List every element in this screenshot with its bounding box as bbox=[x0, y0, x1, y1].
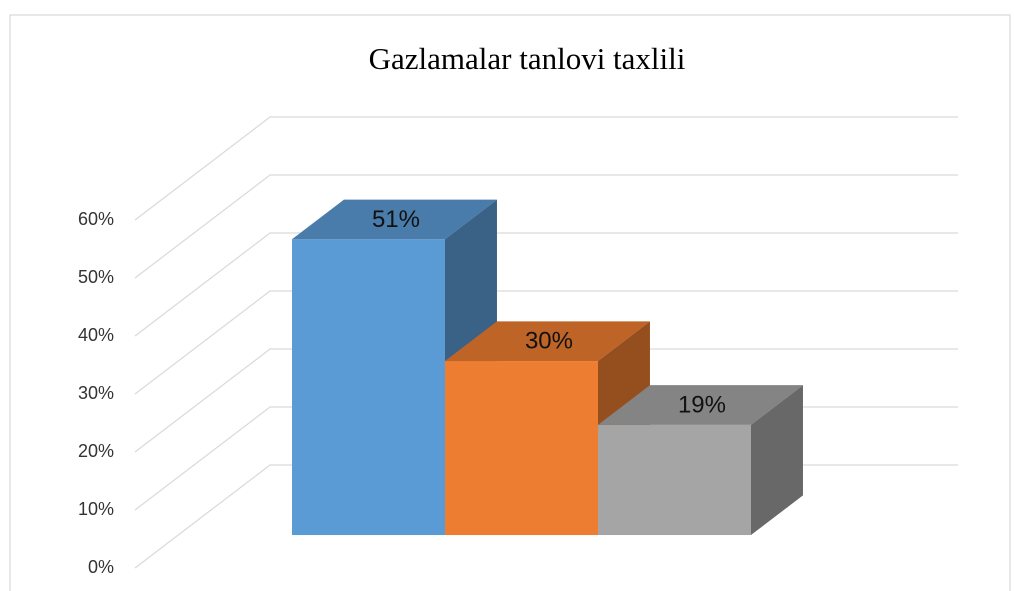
data-label: 30% bbox=[525, 328, 573, 355]
bar-top bbox=[445, 321, 650, 362]
bar-front bbox=[445, 361, 598, 536]
y-tick-label: 0% bbox=[88, 557, 114, 577]
grid-line bbox=[134, 116, 958, 221]
chart-title: Gazlamalar tanlovi taxlili bbox=[369, 41, 686, 76]
bar-front bbox=[292, 239, 445, 536]
y-tick-label: 30% bbox=[78, 383, 114, 403]
y-tick-label: 40% bbox=[78, 325, 114, 345]
bar-top bbox=[292, 199, 497, 240]
y-tick-label: 10% bbox=[78, 499, 114, 519]
y-tick-label: 20% bbox=[78, 441, 114, 461]
data-label: 51% bbox=[372, 206, 420, 233]
bar-top bbox=[598, 385, 803, 425]
grid-line bbox=[134, 232, 958, 337]
data-label: 19% bbox=[678, 391, 726, 418]
y-tick-label: 50% bbox=[78, 267, 114, 287]
bar-side bbox=[751, 385, 803, 536]
grid-line bbox=[134, 290, 958, 395]
bar-front bbox=[598, 424, 751, 536]
y-tick-label: 60% bbox=[78, 209, 114, 229]
grid-line bbox=[134, 348, 958, 453]
grid-line bbox=[134, 174, 958, 279]
